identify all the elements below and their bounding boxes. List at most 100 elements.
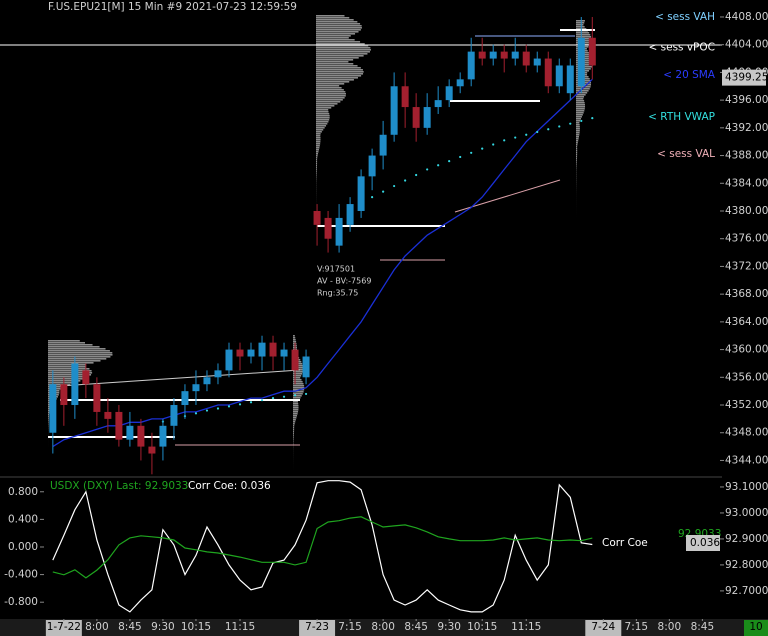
profile-bar: [48, 376, 89, 378]
vwap-dot: [382, 190, 385, 193]
profile-bar: [576, 152, 578, 154]
profile-bar: [316, 81, 350, 83]
corr-value: 0.036: [690, 537, 720, 549]
candle-body: [225, 349, 233, 371]
candle-body: [566, 65, 574, 94]
profile-bar: [316, 159, 318, 161]
profile-bar: [316, 115, 330, 117]
candle-body: [291, 349, 299, 371]
candle-body: [126, 425, 134, 440]
profile-bar: [293, 421, 296, 423]
profile-bar: [576, 86, 591, 88]
profile-bar: [316, 25, 362, 27]
y-tick-label: 4356.00: [725, 371, 768, 383]
x-tick-label: 11:15: [511, 621, 541, 633]
profile-bar: [316, 119, 330, 121]
x-tick-label: 8:45: [691, 621, 715, 633]
profile-bar: [48, 414, 50, 416]
vwap-dot: [470, 151, 473, 154]
profile-bar: [48, 354, 113, 356]
profile-bar: [316, 47, 371, 49]
y-tick-label: 4384.00: [725, 177, 768, 189]
profile-bar: [316, 93, 346, 95]
candle-body: [368, 155, 376, 177]
y-tick-label: 0.400: [8, 513, 38, 525]
profile-bar: [576, 60, 594, 62]
level-label: < sess VAH: [655, 11, 715, 23]
bar-annotation: AV - BV:-7569: [317, 277, 371, 286]
candle-body: [434, 100, 442, 108]
profile-bar: [293, 395, 302, 397]
x-tick-label: 8:00: [371, 621, 395, 633]
profile-bar: [293, 425, 295, 427]
profile-bar: [293, 423, 295, 425]
candle-body: [445, 86, 453, 101]
candle-body: [467, 51, 475, 80]
profile-bar: [316, 169, 317, 171]
profile-bar: [316, 39, 355, 41]
profile-bar: [316, 111, 329, 113]
candle-body: [357, 176, 365, 211]
candle-body: [500, 51, 508, 59]
x-tick-label: 10:15: [467, 621, 497, 633]
level-label: < 20 SMA: [663, 69, 716, 81]
profile-bar: [48, 344, 93, 346]
profile-bar: [316, 143, 321, 145]
bar-annotation: V:917501: [317, 265, 355, 274]
profile-bar: [316, 63, 354, 65]
candle-body: [192, 384, 200, 392]
candle-body: [511, 51, 519, 59]
vwap-dot: [249, 401, 253, 404]
vwap-dot: [481, 147, 484, 150]
candle-body: [181, 391, 189, 406]
profile-bar: [48, 422, 49, 424]
profile-bar: [293, 341, 297, 343]
profile-bar: [293, 403, 299, 405]
y-tick-label: 4376.00: [725, 233, 768, 245]
profile-bar: [293, 383, 304, 385]
y-tick-label: 0.000: [8, 541, 38, 553]
profile-bar: [316, 103, 338, 105]
x-tick-label: 9:30: [151, 621, 175, 633]
candle-body: [423, 107, 431, 128]
y-tick-label: 4344.00: [725, 454, 768, 466]
profile-bar: [316, 49, 371, 51]
profile-bar: [48, 382, 76, 384]
candle-body: [478, 51, 486, 59]
profile-bar: [316, 35, 351, 37]
candle-body: [346, 204, 354, 225]
profile-bar: [48, 340, 80, 342]
candle-body: [401, 86, 409, 108]
candle-body: [49, 384, 57, 433]
profile-bar: [316, 71, 364, 73]
level-label: < RTH VWAP: [648, 111, 715, 123]
profile-bar: [48, 374, 92, 376]
profile-bar: [316, 125, 327, 127]
profile-bar: [48, 420, 49, 422]
candle-body: [258, 342, 266, 357]
profile-bar: [316, 105, 335, 107]
profile-bar: [293, 435, 294, 437]
profile-bar: [316, 29, 361, 31]
candle-body: [82, 370, 90, 385]
candle-body: [379, 134, 387, 156]
x-tick-label: 7-23: [305, 621, 329, 633]
y-tick-label: -0.400: [4, 569, 38, 581]
profile-bar: [293, 337, 296, 339]
candle-body: [104, 411, 112, 419]
y-tick-label: 4364.00: [725, 316, 768, 328]
candle-body: [60, 384, 68, 406]
vwap-dot: [260, 399, 264, 402]
profile-bar: [293, 431, 295, 433]
profile-bar: [316, 15, 345, 17]
profile-bar: [576, 62, 594, 64]
profile-bar: [576, 96, 585, 98]
profile-bar: [316, 157, 318, 159]
profile-bar: [316, 85, 340, 87]
profile-bar: [576, 150, 578, 152]
y-tick-label: 0.800: [8, 486, 38, 498]
vwap-dot: [459, 155, 462, 159]
candle-body: [577, 37, 585, 87]
profile-bar: [576, 134, 580, 136]
profile-bar: [316, 57, 359, 59]
